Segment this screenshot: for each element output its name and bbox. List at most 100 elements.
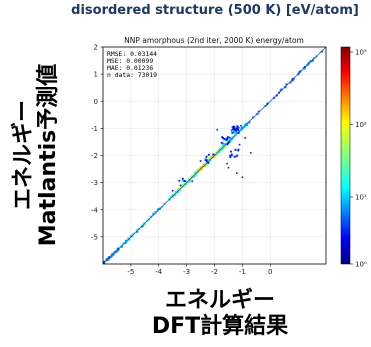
outlier-point xyxy=(240,124,242,127)
data-point xyxy=(178,189,181,192)
y-tick-label: 1 xyxy=(94,71,98,79)
data-point xyxy=(220,146,223,149)
data-point xyxy=(248,121,251,124)
colorbar-tick-label: 10¹ xyxy=(355,194,367,202)
outlier-point xyxy=(237,148,240,151)
outlier-point xyxy=(237,126,240,129)
outlier-point xyxy=(191,180,193,183)
data-point xyxy=(197,168,200,171)
data-point xyxy=(231,138,234,141)
outlier-point xyxy=(181,179,184,182)
data-point xyxy=(311,59,314,62)
data-point xyxy=(205,163,208,166)
outlier-point xyxy=(236,125,238,128)
data-point xyxy=(192,173,195,176)
outlier-point xyxy=(235,130,237,133)
data-point xyxy=(115,250,118,253)
data-point xyxy=(174,190,177,193)
outlier-point xyxy=(237,129,240,131)
outlier-point xyxy=(231,126,234,128)
outlier-point xyxy=(212,153,215,156)
outlier-point xyxy=(236,172,238,174)
data-point xyxy=(175,192,178,195)
data-point xyxy=(157,208,160,211)
data-point xyxy=(170,195,173,198)
outlier-point xyxy=(234,148,237,151)
data-point xyxy=(246,123,249,126)
outlier-point xyxy=(222,137,224,139)
data-point xyxy=(228,138,231,141)
stat-line: RMSE: 0.03144 xyxy=(107,50,157,58)
data-point xyxy=(214,153,217,156)
y-tick-label: 0 xyxy=(94,98,98,106)
outlier-point xyxy=(225,139,228,141)
outlier-point xyxy=(244,137,246,139)
outlier-point xyxy=(232,131,235,134)
data-point xyxy=(183,182,186,185)
data-point xyxy=(291,79,294,82)
data-point xyxy=(218,150,221,153)
data-point xyxy=(178,187,181,190)
data-point xyxy=(131,235,134,238)
outlier-point xyxy=(233,131,236,133)
outlier-point xyxy=(230,154,233,157)
data-point xyxy=(124,241,127,244)
colorbar-tick-label: 10² xyxy=(355,121,367,129)
data-point xyxy=(204,165,207,168)
data-point xyxy=(307,61,310,64)
colorbar-ticks: 10³ 10² 10¹ 10⁰ xyxy=(350,49,367,269)
data-point xyxy=(275,94,278,97)
outlier-point xyxy=(234,128,236,131)
outlier-point xyxy=(231,131,234,134)
outlier-point xyxy=(204,159,207,162)
chart-title: NNP amorphous (2nd iter, 2000 K) energy/… xyxy=(124,36,304,45)
data-point xyxy=(182,183,185,186)
data-point xyxy=(199,169,202,172)
outlier-point xyxy=(227,142,230,145)
outlier-point xyxy=(226,137,229,140)
outlier-point xyxy=(249,151,252,154)
outlier-point xyxy=(205,158,208,161)
outlier-point xyxy=(241,176,244,178)
outlier-point xyxy=(184,180,186,182)
data-point xyxy=(303,65,306,68)
x-axis-title: エネルギー DFT計算結果 xyxy=(100,288,340,340)
outlier-point xyxy=(223,138,226,140)
data-point xyxy=(192,175,195,178)
outlier-point xyxy=(237,132,240,134)
data-point xyxy=(131,233,134,236)
data-point xyxy=(177,191,180,194)
outlier-point xyxy=(230,153,233,156)
data-point xyxy=(211,155,214,158)
outlier-point xyxy=(181,177,184,180)
data-point xyxy=(284,86,287,89)
outlier-point xyxy=(227,136,229,138)
data-point xyxy=(110,256,113,259)
outlier-point xyxy=(235,126,237,129)
data-point xyxy=(299,70,302,73)
data-point xyxy=(136,228,139,231)
data-point xyxy=(215,154,218,157)
outlier-point xyxy=(224,143,226,145)
data-point xyxy=(171,194,174,197)
x-tick-label: -2 xyxy=(211,268,218,276)
x-tick-label: -3 xyxy=(183,268,190,276)
x-axis-title-line-2: DFT計算結果 xyxy=(151,314,289,339)
outlier-point xyxy=(226,162,228,165)
data-point xyxy=(108,256,111,259)
data-point xyxy=(198,170,201,173)
outlier-point xyxy=(235,155,238,158)
outlier-point xyxy=(216,128,219,131)
data-point xyxy=(210,156,213,159)
outlier-point xyxy=(229,150,232,153)
data-point xyxy=(180,185,183,188)
stat-line: MAE: 0.01236 xyxy=(107,64,153,72)
outlier-point xyxy=(233,155,236,158)
data-point xyxy=(226,140,229,143)
x-tick-label: -5 xyxy=(127,268,134,276)
outlier-point xyxy=(231,129,233,132)
data-point xyxy=(116,249,119,252)
data-point xyxy=(174,193,177,196)
